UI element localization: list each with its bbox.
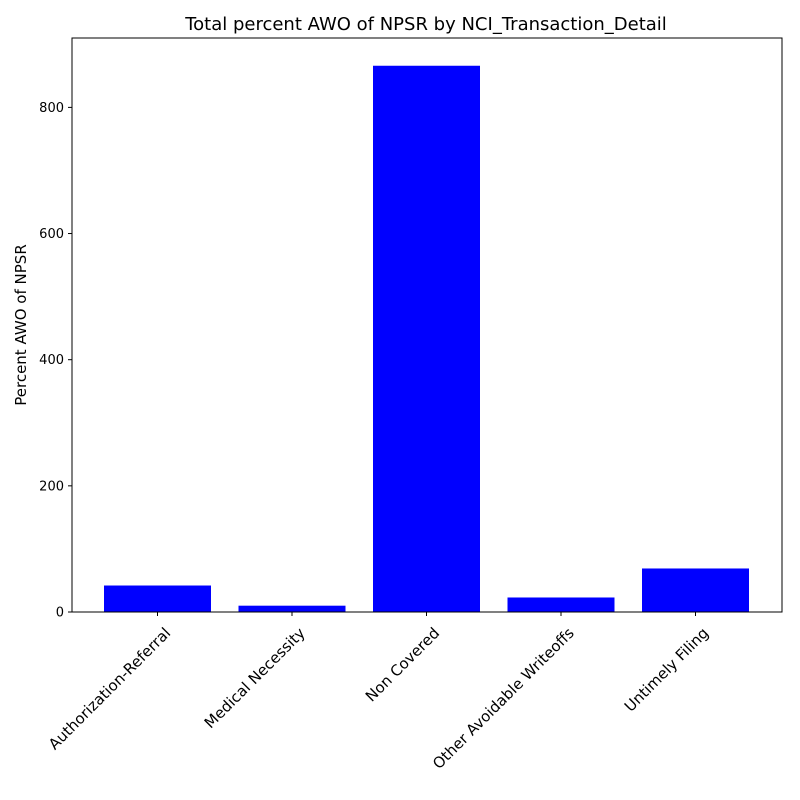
y-axis-ticks: 0 200 400 600 800 [39, 101, 72, 621]
x-tick-label: Authorization-Referral [45, 624, 174, 753]
bar-medical-necessity [238, 605, 346, 612]
x-tick-label: Other Avoidable Writeoffs [429, 624, 578, 773]
x-tick-label: Non Covered [362, 624, 443, 705]
y-axis-label: Percent AWO of NPSR [12, 244, 30, 406]
chart-title: Total percent AWO of NPSR by NCI_Transac… [184, 14, 667, 35]
y-tick-label: 200 [39, 479, 64, 494]
plot-frame [71, 37, 783, 613]
y-tick-label: 800 [39, 101, 64, 116]
bars-layer [104, 65, 749, 612]
bar-untimely-filing [642, 568, 749, 612]
x-axis-ticks: Authorization-Referral Medical Necessity N… [45, 612, 712, 773]
y-tick-label: 400 [39, 353, 64, 368]
bar-other-avoidable-writeoffs [507, 597, 615, 612]
y-tick-label: 0 [56, 606, 64, 621]
bar-authorization-referral [104, 585, 211, 612]
y-tick-label: 600 [39, 227, 64, 242]
bar-non-covered [373, 65, 480, 612]
x-tick-label: Untimely Filing [621, 624, 712, 715]
x-tick-label: Medical Necessity [201, 624, 309, 732]
